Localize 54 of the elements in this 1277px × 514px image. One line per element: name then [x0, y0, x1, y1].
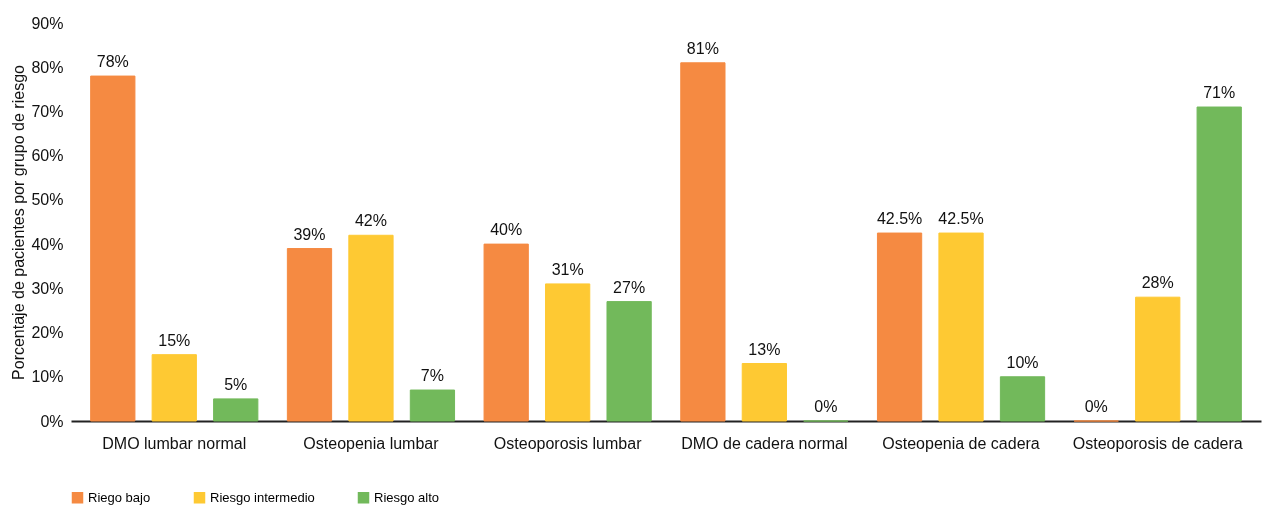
x-tick-label: Osteopenia de cadera — [882, 434, 1040, 452]
data-label: 0% — [1084, 398, 1108, 415]
data-label: 5% — [224, 375, 248, 393]
bar — [409, 389, 456, 422]
y-tick-label: 50% — [31, 191, 64, 209]
bar — [1196, 106, 1242, 422]
legend-label: Riego bajo — [88, 489, 151, 505]
data-label: 28% — [1141, 274, 1174, 292]
data-label: 42.5% — [876, 210, 923, 228]
y-tick-label: 60% — [31, 147, 64, 165]
bar — [151, 354, 197, 422]
y-tick-label: 30% — [31, 279, 64, 297]
x-tick-label: Osteoporosis lumbar — [493, 434, 643, 452]
y-tick-label: 0% — [40, 412, 64, 430]
data-label: 0% — [814, 398, 838, 415]
bar — [876, 232, 923, 422]
y-tick-label: 80% — [31, 58, 64, 76]
bar — [938, 232, 984, 422]
bar — [348, 234, 394, 422]
data-label: 27% — [613, 278, 646, 296]
y-tick-label: 40% — [31, 235, 64, 253]
bar — [1135, 296, 1181, 422]
bar — [483, 243, 529, 422]
y-tick-label: 10% — [31, 368, 64, 386]
legend-label: Riesgo alto — [374, 489, 440, 505]
bar — [606, 301, 652, 422]
data-label: 7% — [420, 367, 444, 385]
x-tick-label: DMO lumbar normal — [102, 434, 247, 452]
y-axis-title: Porcentaje de pacientes por grupo de riesgo — [10, 64, 28, 380]
data-label: 13% — [748, 340, 781, 358]
legend-label: Riesgo intermedio — [210, 489, 315, 505]
x-tick-label: Osteopenia lumbar — [303, 434, 440, 452]
data-label: 42% — [354, 212, 387, 230]
bar — [999, 376, 1046, 422]
data-label: 71% — [1203, 84, 1236, 102]
bar — [90, 75, 136, 422]
data-label: 81% — [686, 39, 719, 57]
data-label: 31% — [551, 260, 584, 278]
y-tick-label: 70% — [31, 102, 64, 120]
y-tick-label: 90% — [31, 14, 64, 32]
bar — [680, 62, 726, 422]
bar — [545, 283, 591, 422]
data-label: 40% — [490, 221, 523, 239]
y-tick-label: 20% — [31, 324, 64, 342]
data-label: 10% — [1006, 353, 1039, 371]
data-label: 15% — [158, 331, 191, 349]
x-tick-label: Osteoporosis de cadera — [1072, 434, 1243, 452]
bar — [741, 363, 787, 422]
bar — [286, 248, 333, 422]
data-label: 78% — [96, 53, 129, 71]
data-label: 42.5% — [938, 210, 984, 228]
x-tick-label: DMO de cadera normal — [681, 434, 848, 452]
data-label: 39% — [293, 225, 326, 243]
bar — [213, 398, 259, 422]
